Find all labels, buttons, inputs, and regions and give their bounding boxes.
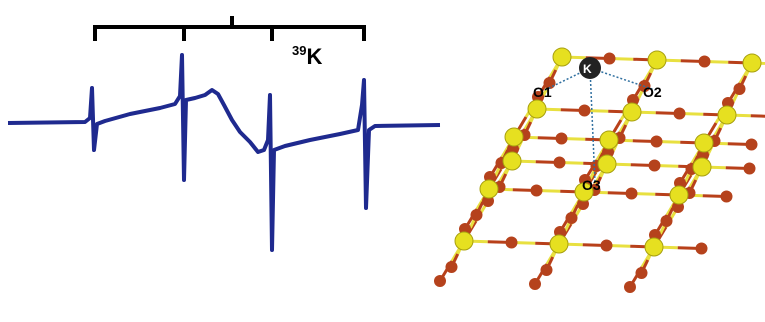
stick-diagram	[93, 16, 366, 41]
oxygen-label: O2	[643, 84, 662, 100]
cation-atom	[623, 103, 641, 121]
oxygen-atom	[529, 278, 541, 290]
epr-spectrum	[8, 55, 440, 250]
figure: 39K O1 O2 O3 K	[0, 0, 765, 322]
oxygen-atom	[649, 160, 661, 172]
oxygen-atom	[604, 53, 616, 65]
potassium-label: K	[583, 62, 592, 76]
oxygen-atom	[579, 105, 591, 117]
cation-atom	[693, 158, 711, 176]
cation-atom	[553, 48, 571, 66]
cation-atom	[670, 186, 688, 204]
cation-atom	[718, 106, 736, 124]
cation-atom	[598, 155, 616, 173]
crystal-structure	[434, 48, 765, 293]
cation-atom	[550, 235, 568, 253]
cation-atom	[648, 51, 666, 69]
cation-atom	[480, 180, 498, 198]
oxygen-atom	[734, 83, 746, 95]
oxygen-atom	[744, 163, 756, 175]
cation-atom	[528, 100, 546, 118]
oxygen-atom	[434, 275, 446, 287]
isotope-label: 39K	[292, 43, 322, 69]
oxygen-atom	[636, 267, 648, 279]
oxygen-atom	[566, 212, 578, 224]
oxygen-atom	[651, 136, 663, 148]
oxygen-atom	[624, 281, 636, 293]
oxygen-atom	[626, 188, 638, 200]
cation-atom	[743, 54, 761, 72]
cation-atom	[600, 131, 618, 149]
cation-atom	[505, 128, 523, 146]
cation-atom	[695, 134, 713, 152]
cation-atom	[645, 238, 663, 256]
oxygen-atom	[506, 237, 518, 249]
oxygen-atom	[661, 215, 673, 227]
oxygen-atom	[674, 108, 686, 120]
oxygen-atom	[554, 157, 566, 169]
oxygen-atom	[601, 240, 613, 252]
oxygen-atom	[446, 261, 458, 273]
bond	[751, 116, 765, 117]
oxygen-label: O3	[582, 177, 601, 193]
oxygen-atom	[721, 191, 733, 203]
oxygen-atom	[699, 56, 711, 68]
oxygen-atom	[541, 264, 553, 276]
cation-atom	[455, 232, 473, 250]
oxygen-atom	[556, 133, 568, 145]
oxygen-atom	[696, 243, 708, 255]
isotope-mass: 39	[292, 43, 306, 58]
oxygen-atom	[531, 185, 543, 197]
oxygen-atom	[471, 209, 483, 221]
isotope-symbol: K	[306, 44, 322, 69]
oxygen-atom	[746, 139, 758, 151]
cation-atom	[503, 152, 521, 170]
oxygen-label: O1	[533, 84, 552, 100]
